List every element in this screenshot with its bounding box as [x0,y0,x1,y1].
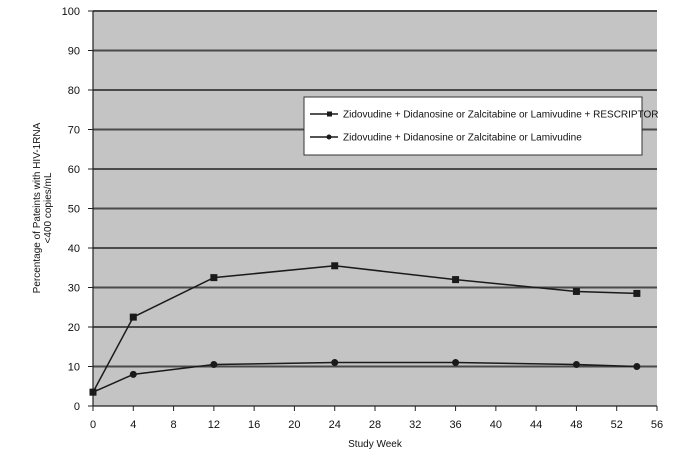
legend-square-marker [327,111,332,117]
y-tick-label: 100 [62,6,80,18]
circle-marker [129,370,137,378]
y-tick-label: 30 [68,283,80,295]
square-marker [572,287,580,295]
y-axis-title-line-2: <400 copies/mL [43,172,54,243]
y-tick-label: 70 [68,125,80,137]
y-axis-title: Percentage of Pateints with HIV-1RNA <40… [32,122,54,293]
x-tick-label: 8 [171,419,177,431]
legend-item: Zidovudine + Didanosine or Zalcitabine o… [310,110,659,121]
y-tick-label: 80 [68,85,80,97]
x-tick-label: 12 [208,419,220,431]
y-tick-label: 10 [68,362,80,374]
legend-item: Zidovudine + Didanosine or Zalcitabine o… [310,133,582,144]
x-tick-label: 48 [570,419,582,431]
square-marker [452,276,460,284]
legend-box [303,96,643,156]
circle-marker [89,388,97,396]
x-axis-title: Study Week [348,439,403,450]
x-tick-label: 32 [409,419,421,431]
series-2 [89,359,641,396]
data-series [89,262,641,396]
legend-circle-marker [326,134,332,140]
x-tick-label: 52 [611,419,623,431]
x-tick-label: 0 [90,419,96,431]
y-tick-label: 90 [68,46,80,58]
legend-label: Zidovudine + Didanosine or Zalcitabine o… [343,110,659,121]
x-axis-ticks: 0 4 8 12 16 20 24 28 32 36 40 44 48 52 56 [90,406,663,431]
circle-marker [331,359,339,367]
x-tick-label: 4 [130,419,136,431]
x-tick-label: 56 [651,419,663,431]
x-tick-label: 36 [449,419,461,431]
x-tick-label: 16 [248,419,260,431]
x-tick-label: 28 [369,419,381,431]
y-tick-label: 50 [68,204,80,216]
y-tick-label: 20 [68,322,80,334]
square-marker [331,262,339,270]
square-marker [633,289,641,297]
x-tick-label: 44 [530,419,542,431]
y-axis-ticks: 0 10 20 30 40 50 60 70 80 90 100 [62,6,93,413]
circle-marker [452,359,460,367]
circle-marker [633,363,641,370]
y-tick-label: 60 [68,164,80,176]
x-tick-label: 40 [490,419,502,431]
legend: Zidovudine + Didanosine or Zalcitabine o… [303,96,659,156]
y-tick-label: 40 [68,243,80,255]
x-tick-label: 20 [288,419,300,431]
square-marker [210,274,218,282]
legend-label: Zidovudine + Didanosine or Zalcitabine o… [343,133,582,144]
square-marker [129,313,137,321]
x-tick-label: 24 [329,419,341,431]
circle-marker [210,361,218,369]
y-axis-title-line-1: Percentage of Pateints with HIV-1RNA [32,122,43,293]
y-tick-label: 0 [74,401,80,413]
circle-marker [572,361,580,369]
